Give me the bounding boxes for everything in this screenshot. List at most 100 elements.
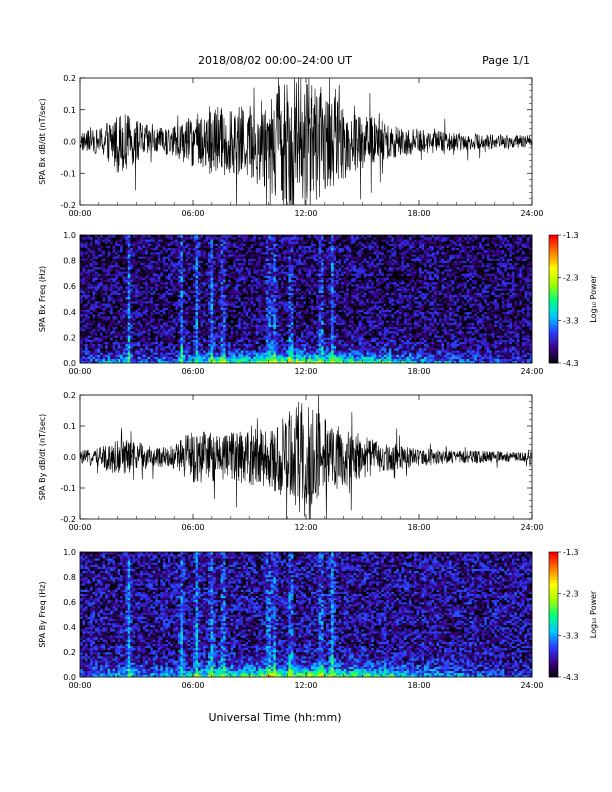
- spectrogram-cell: [135, 318, 139, 321]
- spectrogram-cell: [270, 288, 274, 291]
- spectrogram-cell: [263, 305, 267, 308]
- spectrogram-cell: [235, 262, 239, 266]
- spectrogram-cell: [82, 345, 86, 349]
- spectrogram-cell: [127, 286, 131, 289]
- spectrogram-cell: [105, 281, 108, 285]
- spectrogram-cell: [235, 273, 239, 276]
- spectrogram-cell: [228, 235, 231, 238]
- spectrogram-cell: [127, 256, 131, 259]
- spectrogram-cell: [215, 241, 219, 244]
- spectrogram-cell: [127, 284, 131, 287]
- spectrogram-cell: [172, 277, 176, 281]
- spectrogram-cell: [230, 237, 234, 240]
- spectrogram-cell: [230, 343, 234, 347]
- spectrogram-cell: [245, 343, 249, 347]
- spectrogram-cell: [238, 358, 242, 362]
- spectrogram-cell: [250, 258, 254, 261]
- spectrogram-cell: [240, 358, 244, 362]
- spectrogram-cell: [253, 356, 257, 360]
- spectrogram-cell: [100, 273, 103, 276]
- spectrogram-cell: [132, 356, 136, 360]
- spectrogram-cell: [185, 281, 189, 285]
- spectrogram-cell: [278, 237, 282, 240]
- spectrogram-cell: [155, 335, 159, 338]
- spectrogram-cell: [240, 235, 244, 238]
- spectrogram-cell: [248, 277, 252, 281]
- spectrogram-cell: [245, 326, 249, 330]
- spectrogram-cell: [213, 345, 216, 349]
- spectrogram-cell: [238, 281, 242, 285]
- spectrogram-cell: [223, 354, 226, 357]
- spectrogram-cell: [152, 288, 156, 291]
- spectrogram-cell: [127, 326, 131, 330]
- spectrogram-cell: [218, 354, 221, 357]
- spectrogram-cell: [243, 275, 247, 278]
- spectrogram-cell: [112, 241, 116, 244]
- spectrogram-cell: [213, 237, 216, 240]
- spectrogram-cell: [92, 241, 96, 244]
- spectrogram-cell: [102, 241, 106, 244]
- spectrogram-cell: [162, 358, 166, 362]
- spectrogram-cell: [100, 239, 103, 242]
- spectrogram-cell: [198, 275, 201, 278]
- spectrogram-cell: [97, 331, 101, 334]
- spectrogram-cell: [97, 264, 101, 268]
- spectrogram-cell: [203, 249, 206, 253]
- spectrogram-cell: [177, 335, 181, 338]
- spectrogram-cell: [195, 320, 199, 323]
- spectrogram-cell: [177, 337, 181, 340]
- spectrogram-cell: [255, 322, 259, 325]
- spectrogram-cell: [177, 343, 181, 347]
- spectrogram-cell: [275, 333, 279, 336]
- spectrogram-cell: [253, 343, 257, 347]
- spectrogram-cell: [200, 264, 204, 268]
- spectrogram-cell: [270, 252, 274, 255]
- spectrogram-cell: [263, 284, 267, 287]
- spectrogram-cell: [190, 239, 194, 242]
- spectrogram-cell: [200, 273, 204, 276]
- spectrogram-cell: [200, 260, 204, 264]
- spectrogram-cell: [150, 258, 154, 261]
- spectrogram-cell: [210, 350, 214, 353]
- spectrogram-cell: [278, 345, 282, 349]
- spectrogram-cell: [125, 254, 129, 257]
- spectrogram-cell: [97, 343, 101, 347]
- spectrogram-cell: [275, 350, 279, 353]
- spectrogram-cell: [215, 247, 219, 251]
- spectrogram-cell: [268, 337, 272, 340]
- spectrogram-cell: [107, 260, 111, 264]
- spectrogram-cell: [120, 284, 123, 287]
- spectrogram-cell: [265, 305, 269, 308]
- spectrogram-cell: [95, 258, 98, 261]
- spectrogram-cell: [255, 320, 259, 323]
- spectrogram-cell: [198, 356, 201, 360]
- spectrogram-cell: [258, 296, 262, 300]
- spectrogram-cell: [175, 279, 179, 283]
- spectrogram-cell: [105, 316, 108, 319]
- spectrogram-cell: [150, 354, 154, 357]
- spectrogram-cell: [165, 254, 169, 257]
- spectrogram-cell: [193, 262, 196, 266]
- spectrogram-cell: [200, 354, 204, 357]
- spectrogram-cell: [233, 254, 236, 257]
- spectrogram-cell: [80, 290, 83, 293]
- spectrogram-cell: [102, 235, 106, 238]
- spectrogram-cell: [132, 271, 136, 274]
- spectrogram-cell: [200, 290, 204, 293]
- page-number: Page 1/1: [482, 54, 530, 67]
- spectrogram-cell: [268, 331, 272, 334]
- spectrogram-cell: [213, 350, 216, 353]
- spectrogram-cell: [182, 267, 186, 270]
- spectrogram-cell: [193, 273, 196, 276]
- spectrogram-cell: [220, 320, 224, 323]
- spectrogram-cell: [220, 322, 224, 325]
- spectrogram-cell: [155, 249, 159, 253]
- spectrogram-cell: [200, 333, 204, 336]
- spectrogram-cell: [230, 354, 234, 357]
- spectrogram-cell: [87, 252, 91, 255]
- spectrogram-cell: [265, 341, 269, 345]
- spectrogram-cell: [225, 352, 229, 355]
- spectrogram-cell: [177, 245, 181, 249]
- spectrogram-cell: [175, 356, 179, 360]
- spectrogram-cell: [215, 245, 219, 249]
